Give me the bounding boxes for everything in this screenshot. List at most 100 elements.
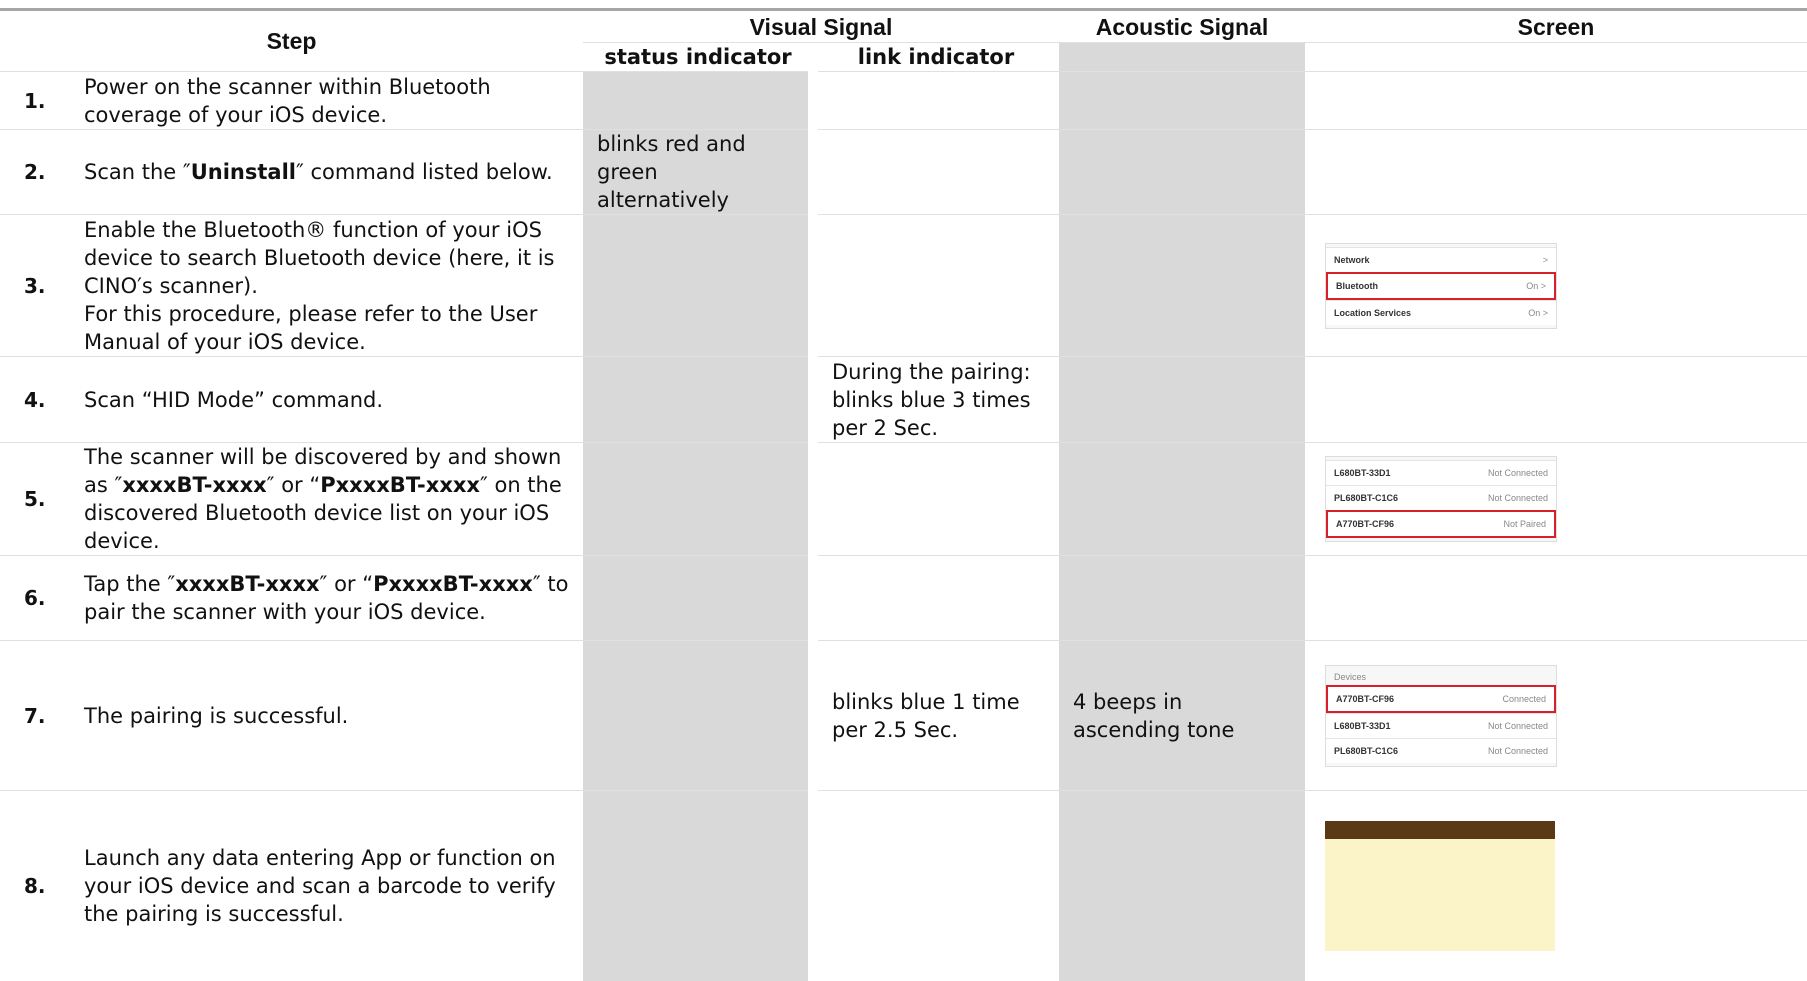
screen — [1305, 790, 1807, 981]
screen — [1305, 71, 1807, 130]
table-row: 2. Scan the ″Uninstall″ command listed be… — [0, 129, 1807, 215]
step-segment: PxxxxBT-xxxx — [320, 473, 480, 497]
link-indicator — [813, 71, 1059, 130]
step-text: The scanner will be discovered by and sh… — [70, 442, 583, 556]
link-indicator: During the pairing: blinks blue 3 times … — [813, 356, 1059, 443]
step-segment: Launch any data entering App or function… — [84, 846, 556, 926]
item-label: Network — [1334, 254, 1370, 265]
step-segment: PxxxxBT-xxxx — [373, 572, 533, 596]
step-number: 1. — [0, 71, 70, 130]
table-row: 5. The scanner will be discovered by and … — [0, 442, 1807, 556]
item-status: Not Paired — [1503, 519, 1546, 529]
item-label: L680BT-33D1 — [1334, 720, 1391, 731]
step-text: The pairing is successful. — [70, 640, 583, 791]
link-indicator: blinks blue 1 time per 2.5 Sec. — [813, 640, 1059, 791]
link-indicator — [813, 214, 1059, 357]
item-label: PL680BT-C1C6 — [1334, 493, 1399, 503]
step-number: 5. — [0, 442, 70, 556]
status-indicator — [583, 214, 818, 357]
item-status: > — [1542, 254, 1548, 265]
status-indicator — [583, 555, 818, 641]
link-indicator — [813, 790, 1059, 981]
step-segment: xxxxBT-xxxx — [122, 473, 267, 497]
step-segment: ″ on the discovered Bluetooth device lis… — [84, 473, 562, 553]
status-indicator — [583, 442, 818, 556]
step-segment: The scanner will be discovered by and sh… — [84, 445, 562, 497]
acoustic-signal — [1059, 71, 1305, 130]
item-label: L680BT-33D1 — [1334, 468, 1391, 478]
screenshot: Devices A770BT-CF96 Connected L680BT-33D1 No… — [1325, 664, 1557, 767]
status-indicator-header: status indicator — [583, 42, 813, 72]
item-status: On > — [1526, 280, 1546, 291]
screen: L680BT-33D1 Not Connected PL680BT-C1C6 Not … — [1305, 442, 1807, 556]
visual-signal-header: Visual Signal — [583, 9, 1059, 43]
step-segment: Scan the ″ — [84, 160, 191, 184]
step-segment: ″ or “ — [266, 473, 321, 497]
screen: Network > Bluetooth On > Location Services On… — [1305, 214, 1807, 357]
step-text: Tap the ″xxxxBT-xxxx″ or “PxxxxBT-xxxx″ … — [70, 555, 583, 641]
item-label: A770BT-CF96 — [1336, 519, 1395, 529]
acoustic-signal — [1059, 555, 1305, 641]
link-indicator — [813, 555, 1059, 641]
step-segment: Power on the scanner within Bluetooth co… — [84, 74, 491, 127]
screenshot-item: PL680BT-C1C6 Not Connected — [1326, 485, 1556, 510]
step-text: Scan the ″Uninstall″ command listed belo… — [70, 129, 583, 215]
screenshot-item: L680BT-33D1 Not Connected — [1326, 712, 1556, 738]
status-indicator — [583, 71, 818, 130]
item-status: On > — [1528, 307, 1548, 318]
step-segment: xxxxBT-xxxx — [175, 572, 320, 596]
acoustic-signal: 4 beeps in ascending tone — [1059, 640, 1305, 791]
acoustic-signal — [1059, 129, 1305, 215]
item-label: Bluetooth — [1336, 280, 1378, 291]
screenshot-item: PL680BT-C1C6 Not Connected — [1326, 737, 1556, 763]
table-row: 3. Enable the Bluetooth® function of your… — [0, 214, 1807, 357]
step-segment: ″ or “ — [319, 572, 374, 596]
item-status: Not Connected — [1487, 720, 1548, 731]
step-segment: ″ to pair the scanner with your iOS devi… — [84, 572, 569, 624]
acoustic-subheader — [1059, 42, 1305, 72]
step-text: Power on the scanner within Bluetooth co… — [70, 71, 583, 130]
item-status: Not Connected — [1487, 468, 1548, 478]
screenshot-item: A770BT-CF96 Not Paired — [1326, 510, 1556, 538]
step-number: 3. — [0, 214, 70, 357]
screenshot-item: Bluetooth On > — [1326, 271, 1556, 300]
screenshot-heading: Devices — [1334, 671, 1367, 682]
item-label: Location Services — [1334, 307, 1412, 318]
step-segment: Scan “HID Mode” command. — [84, 387, 384, 412]
step-number: 6. — [0, 555, 70, 641]
link-indicator-header: link indicator — [813, 42, 1059, 72]
screen: Devices A770BT-CF96 Connected L680BT-33D1 No… — [1305, 640, 1807, 791]
status-indicator — [583, 790, 818, 981]
page: Step Visual Signal Acoustic Signal Scree… — [0, 8, 1807, 981]
item-label: A770BT-CF96 — [1336, 693, 1395, 704]
step-segment: Tap the ″ — [84, 572, 176, 596]
step-number: 2. — [0, 129, 70, 215]
screenshot-item: Network > — [1326, 246, 1556, 272]
table-body: 1. Power on the scanner within Bluetooth … — [0, 71, 1807, 981]
status-indicator: blinks red and green alternatively — [583, 129, 818, 215]
step-note: For this procedure, please refer to the … — [84, 301, 538, 354]
screen — [1305, 555, 1807, 641]
table-row: 7. The pairing is successful. blinks blue … — [0, 640, 1807, 791]
acoustic-signal — [1059, 214, 1305, 357]
item-status: Not Connected — [1487, 745, 1548, 756]
item-label: PL680BT-C1C6 — [1334, 745, 1399, 756]
step-text: Enable the Bluetooth® function of your i… — [70, 214, 583, 357]
pairing-table: Step Visual Signal Acoustic Signal Scree… — [0, 8, 1807, 981]
step-segment: The pairing is successful. — [84, 703, 349, 728]
step-number: 4. — [0, 356, 70, 443]
acoustic-signal — [1059, 790, 1305, 981]
status-indicator — [583, 356, 818, 443]
step-text: Scan “HID Mode” command. — [70, 356, 583, 443]
step-header: Step — [0, 9, 583, 72]
notes-screenshot — [1325, 821, 1555, 951]
item-status: Connected — [1502, 693, 1546, 704]
table-row: 1. Power on the scanner within Bluetooth … — [0, 71, 1807, 130]
screen-header: Screen — [1305, 9, 1807, 43]
acoustic-header: Acoustic Signal — [1059, 9, 1305, 43]
acoustic-signal — [1059, 442, 1305, 556]
item-status: Not Connected — [1487, 493, 1548, 503]
screenshot-item: Location Services On > — [1326, 299, 1556, 325]
step-segment: Enable the Bluetooth® function of your i… — [84, 217, 555, 298]
step-segment: ″ command listed below. — [295, 160, 553, 184]
